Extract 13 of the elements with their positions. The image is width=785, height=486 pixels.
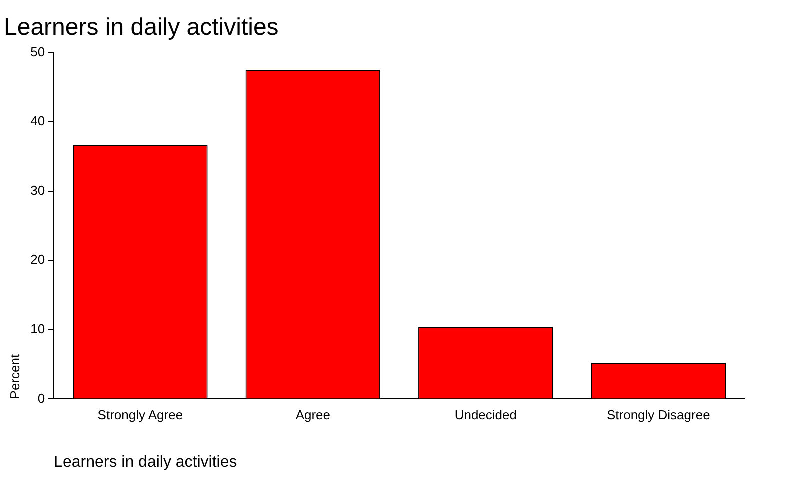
y-tick-label: 20 xyxy=(30,252,46,268)
x-axis-title: Learners in daily activities xyxy=(54,454,238,471)
y-tick-label: 10 xyxy=(30,322,46,336)
x-tick-label: Undecided xyxy=(454,408,517,423)
x-tick-label: Strongly Agree xyxy=(98,408,184,423)
chart-title: Learners in daily activities xyxy=(4,14,279,42)
y-tick-label: 30 xyxy=(30,182,46,198)
y-tick-label: 0 xyxy=(38,390,46,406)
y-tick-label: 50 xyxy=(30,44,46,60)
y-tick-label: 40 xyxy=(30,114,46,129)
x-tick-label: Agree xyxy=(296,408,331,423)
x-tick-label: Strongly Disagree xyxy=(606,408,710,423)
y-axis-title: Percent xyxy=(7,354,22,400)
